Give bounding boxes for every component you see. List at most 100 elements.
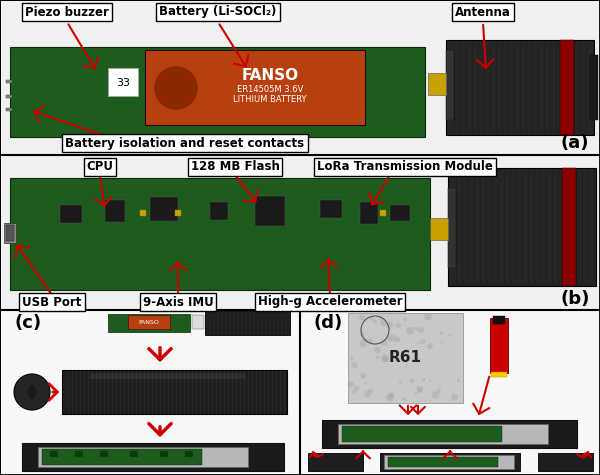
- Bar: [128, 315, 170, 329]
- Circle shape: [360, 332, 364, 337]
- Circle shape: [440, 332, 443, 334]
- Circle shape: [352, 362, 358, 368]
- Circle shape: [370, 317, 374, 321]
- Bar: [308, 453, 363, 471]
- Circle shape: [368, 338, 373, 343]
- Circle shape: [381, 354, 388, 362]
- Circle shape: [418, 359, 421, 362]
- Circle shape: [14, 374, 50, 410]
- Bar: [446, 50, 454, 120]
- Bar: [22, 443, 284, 471]
- Circle shape: [403, 318, 407, 321]
- Bar: [562, 168, 576, 286]
- Circle shape: [359, 315, 365, 321]
- Circle shape: [406, 350, 409, 352]
- Bar: [493, 316, 505, 324]
- Circle shape: [396, 323, 401, 328]
- Bar: [342, 426, 502, 442]
- Circle shape: [409, 378, 414, 383]
- Circle shape: [350, 357, 353, 360]
- Bar: [490, 318, 508, 373]
- Bar: [100, 451, 108, 457]
- Circle shape: [373, 320, 377, 323]
- Bar: [145, 50, 365, 125]
- Circle shape: [439, 387, 441, 389]
- Circle shape: [421, 339, 425, 344]
- Bar: [560, 40, 574, 135]
- Bar: [150, 197, 178, 221]
- Bar: [538, 453, 593, 471]
- Bar: [1, 1, 599, 154]
- Circle shape: [398, 380, 402, 383]
- Circle shape: [368, 388, 373, 393]
- Circle shape: [382, 356, 389, 362]
- Text: Antenna: Antenna: [455, 6, 511, 19]
- Circle shape: [352, 390, 356, 394]
- Bar: [384, 455, 514, 469]
- Circle shape: [391, 393, 394, 396]
- Circle shape: [437, 389, 441, 393]
- Bar: [448, 168, 596, 286]
- Bar: [160, 451, 168, 457]
- Bar: [320, 200, 342, 218]
- Circle shape: [154, 66, 198, 110]
- Circle shape: [415, 392, 417, 395]
- Bar: [108, 314, 190, 332]
- Circle shape: [457, 379, 460, 382]
- Circle shape: [353, 386, 359, 391]
- Bar: [42, 449, 202, 465]
- Bar: [322, 420, 577, 448]
- Text: FANSO: FANSO: [241, 67, 299, 83]
- Text: FANSO: FANSO: [139, 320, 160, 324]
- Bar: [62, 370, 287, 414]
- Bar: [390, 205, 410, 221]
- Circle shape: [416, 386, 423, 392]
- Bar: [75, 451, 83, 457]
- Text: High-g Accelerometer: High-g Accelerometer: [257, 295, 403, 308]
- Bar: [6, 225, 14, 241]
- Text: LoRa Transmission Module: LoRa Transmission Module: [317, 161, 493, 173]
- Text: (b): (b): [560, 290, 590, 308]
- Bar: [6, 80, 12, 83]
- Circle shape: [379, 315, 384, 321]
- Bar: [60, 205, 82, 223]
- Circle shape: [451, 394, 458, 400]
- Ellipse shape: [27, 384, 37, 400]
- Text: Piezo buzzer: Piezo buzzer: [25, 6, 109, 19]
- Bar: [380, 453, 520, 471]
- Bar: [380, 210, 386, 216]
- Text: ER14505M 3.6V: ER14505M 3.6V: [237, 86, 303, 95]
- Bar: [491, 372, 507, 377]
- Circle shape: [363, 338, 367, 342]
- Bar: [6, 108, 12, 111]
- Circle shape: [347, 381, 354, 388]
- Bar: [10, 178, 430, 290]
- Bar: [448, 188, 456, 268]
- Circle shape: [386, 336, 392, 342]
- Bar: [205, 311, 290, 335]
- Bar: [360, 202, 378, 224]
- Circle shape: [429, 380, 431, 382]
- Circle shape: [440, 341, 443, 344]
- Circle shape: [402, 397, 406, 400]
- Bar: [185, 451, 193, 457]
- Bar: [6, 95, 12, 98]
- Text: LITHIUM BATTERY: LITHIUM BATTERY: [233, 95, 307, 104]
- Circle shape: [380, 320, 386, 326]
- Text: (c): (c): [14, 314, 41, 332]
- Bar: [428, 73, 446, 95]
- Bar: [140, 210, 146, 216]
- Circle shape: [415, 327, 418, 330]
- Circle shape: [388, 393, 394, 399]
- Circle shape: [431, 391, 439, 399]
- Circle shape: [376, 355, 380, 359]
- Circle shape: [418, 388, 422, 393]
- Bar: [255, 196, 285, 226]
- Circle shape: [416, 328, 418, 331]
- Circle shape: [360, 372, 367, 379]
- Bar: [108, 68, 138, 96]
- Circle shape: [374, 347, 380, 353]
- Circle shape: [381, 340, 388, 346]
- Text: 9-Axis IMU: 9-Axis IMU: [143, 295, 214, 308]
- Circle shape: [422, 378, 425, 381]
